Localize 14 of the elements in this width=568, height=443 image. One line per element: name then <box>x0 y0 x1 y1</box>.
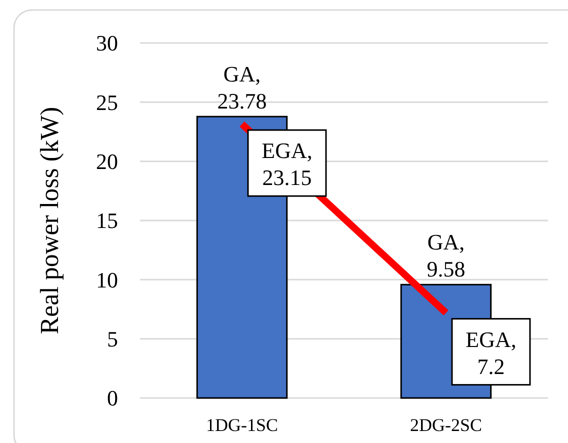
x-tick-label: 2DG-2SC <box>410 415 482 435</box>
data-label: EGA, 7.2 <box>466 326 516 379</box>
y-tick-label: 0 <box>107 386 118 411</box>
data-label: GA, 9.58 <box>426 230 466 282</box>
y-tick-label: 5 <box>107 326 118 352</box>
y-tick-label: 30 <box>96 30 118 56</box>
data-label: EGA, 23.15 <box>262 138 312 190</box>
x-tick-label: 1DG-1SC <box>206 415 278 435</box>
y-tick-label: 10 <box>96 267 118 292</box>
y-tick-label: 15 <box>96 208 118 234</box>
data-label: GA, 23.78 <box>217 62 267 114</box>
y-axis-title: Real power loss (kW) <box>35 106 64 334</box>
y-tick-label: 20 <box>96 149 118 174</box>
y-tick-label: 25 <box>96 90 118 115</box>
